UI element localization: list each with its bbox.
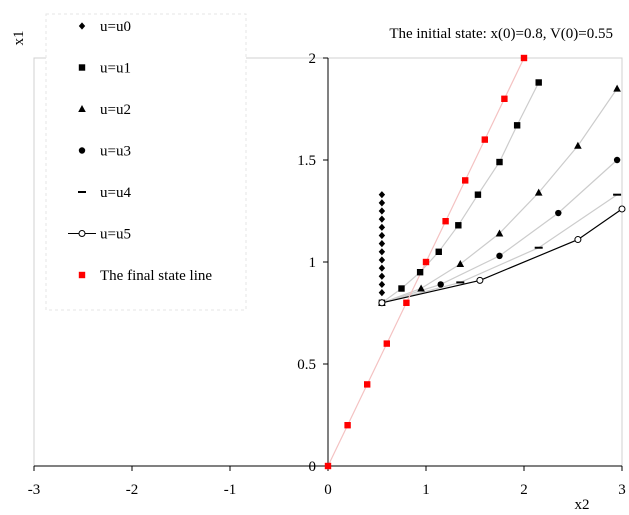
series-3-point xyxy=(555,209,562,217)
series-4-point xyxy=(534,246,543,249)
legend-marker xyxy=(78,64,86,71)
series-0-point xyxy=(378,248,386,256)
legend-item-5: u=u5 xyxy=(68,227,131,243)
y-tick-label: 1 xyxy=(309,255,317,271)
legend-marker xyxy=(78,105,86,112)
series-6-point xyxy=(520,54,528,62)
legend: u=u0 u=u1 u=u2 u=u3 u=u4 u=u5 The final state … xyxy=(45,13,247,311)
series-0-point xyxy=(378,231,386,240)
series-1-point xyxy=(474,191,482,198)
legend-label: u=u0 xyxy=(100,19,131,35)
legend-item-3: u=u3 xyxy=(78,144,131,160)
legend-item-0: u=u0 xyxy=(78,19,131,35)
series-6-point xyxy=(364,381,371,388)
series-1-point xyxy=(455,222,462,229)
legend-marker xyxy=(78,271,86,279)
y-tick-label: 2 xyxy=(309,51,317,67)
axes: -3 -2 -1 0 1 2 3 0 0.5 1 1.5 2 xyxy=(28,51,626,498)
series-6-point xyxy=(501,95,508,102)
series-3-point xyxy=(496,252,503,260)
series-6-point xyxy=(462,177,469,184)
series-4-point xyxy=(456,281,465,284)
series-0-point xyxy=(378,199,386,207)
series-1-point xyxy=(513,122,521,129)
series-curves xyxy=(327,57,623,467)
legend-marker xyxy=(78,22,86,30)
series-6-point xyxy=(383,340,390,347)
legend-marker xyxy=(78,230,86,237)
series-0-point xyxy=(378,207,386,215)
series-3-point xyxy=(437,281,444,288)
series-2-point xyxy=(495,229,504,237)
series-0-point xyxy=(378,256,386,264)
y-tick-label: 1.5 xyxy=(297,153,316,169)
series-1-point xyxy=(435,248,442,255)
legend-label: The final state line xyxy=(100,268,212,284)
x-tick-label: -3 xyxy=(28,482,41,498)
x-tick-label: 3 xyxy=(618,482,626,498)
x-tick-label: 2 xyxy=(520,482,528,498)
legend-label: u=u2 xyxy=(100,102,131,118)
series-6-point xyxy=(403,299,410,306)
series-3-point xyxy=(613,156,621,164)
series-curve-1 xyxy=(381,82,540,304)
series-5-point xyxy=(378,299,386,307)
series-5-point xyxy=(476,276,484,284)
legend-label: u=u4 xyxy=(100,185,131,201)
series-2-point xyxy=(574,141,582,149)
legend-item-1: u=u1 xyxy=(78,61,131,77)
legend-marker xyxy=(78,191,86,193)
y-tick-label: 0.5 xyxy=(297,357,316,373)
x-tick-label: 1 xyxy=(422,482,430,498)
series-1-point xyxy=(535,79,542,86)
x-tick-label: 0 xyxy=(324,482,332,498)
series-0-point xyxy=(378,215,386,223)
legend-label: u=u1 xyxy=(100,61,131,77)
series-4-point xyxy=(613,193,622,196)
legend-item-6: The final state line xyxy=(78,268,212,284)
x-tick-label: -2 xyxy=(126,482,139,498)
series-6-point xyxy=(422,258,430,266)
x-axis-label: x2 xyxy=(575,497,590,513)
legend-marker xyxy=(78,147,86,154)
y-tick-label: 0 xyxy=(309,459,317,475)
series-0-point xyxy=(378,264,386,272)
legend-label: u=u5 xyxy=(100,227,131,243)
series-0-point xyxy=(378,240,386,248)
series-2-point xyxy=(456,260,465,268)
series-5-point xyxy=(574,236,582,244)
legend-label: u=u3 xyxy=(100,144,131,160)
series-6-point xyxy=(324,462,332,470)
series-0-point xyxy=(378,272,386,280)
series-6-point xyxy=(481,136,488,143)
series-curve-5 xyxy=(381,208,623,304)
series-2-point xyxy=(417,284,425,292)
series-markers xyxy=(324,54,626,470)
series-1-point xyxy=(496,158,503,166)
y-axis-label: x1 xyxy=(11,31,27,46)
series-6-point xyxy=(442,218,449,225)
series-curve-4 xyxy=(381,194,618,304)
series-6-point xyxy=(344,422,351,429)
annotation-initial-state: The initial state: x(0)=0.8, V(0)=0.55 xyxy=(389,26,613,42)
series-0-point xyxy=(378,280,386,289)
series-0-point xyxy=(378,289,386,297)
legend-item-4: u=u4 xyxy=(78,185,131,201)
series-1-point xyxy=(416,269,424,276)
legend-item-2: u=u2 xyxy=(78,102,131,118)
legend-box xyxy=(45,13,247,311)
series-2-point xyxy=(534,188,543,196)
x-tick-label: -1 xyxy=(224,482,237,498)
series-1-point xyxy=(398,285,405,292)
series-0-point xyxy=(378,223,386,231)
series-0-point xyxy=(378,191,386,199)
series-2-point xyxy=(613,84,621,92)
series-5-point xyxy=(618,205,626,213)
